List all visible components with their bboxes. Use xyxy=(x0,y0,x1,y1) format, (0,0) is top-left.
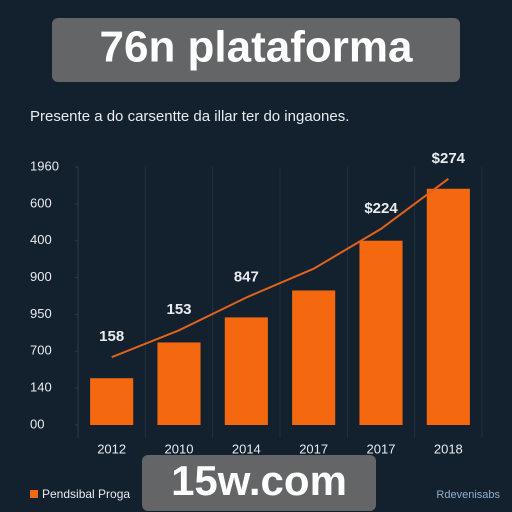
annotation: 158 xyxy=(99,328,124,345)
y-tick-label: 140 xyxy=(30,380,52,395)
y-tick-label: 900 xyxy=(30,269,52,284)
y-tick-label: 600 xyxy=(30,195,52,210)
y-tick-label: 950 xyxy=(30,306,52,321)
bar xyxy=(292,290,336,425)
bar xyxy=(224,317,268,425)
legend-swatch xyxy=(30,490,38,498)
y-tick-label: 400 xyxy=(30,232,52,247)
bar xyxy=(157,342,201,425)
bar xyxy=(90,378,134,425)
x-tick-label: 2010 xyxy=(165,441,194,456)
legend-label: Pendsibal Proga xyxy=(42,487,130,501)
y-tick-label: 00 xyxy=(30,416,44,431)
bar xyxy=(426,188,470,425)
annotation: $224 xyxy=(364,200,398,217)
watermark: 15w.com xyxy=(171,457,347,504)
x-tick-label: 2018 xyxy=(434,441,463,456)
x-tick-label: 2014 xyxy=(232,441,261,456)
x-tick-label: 2012 xyxy=(97,441,126,456)
x-tick-label: 2017 xyxy=(367,441,396,456)
watermark-box xyxy=(142,455,376,511)
bar xyxy=(359,240,403,425)
chart-subtitle: Presente a do carsentte da illar ter do … xyxy=(30,108,349,125)
title-box xyxy=(52,18,460,82)
y-tick-label: 700 xyxy=(30,343,52,358)
chart-title: 76n plataforma xyxy=(100,23,414,72)
trend-line xyxy=(111,177,449,359)
annotation: $274 xyxy=(432,150,466,167)
y-tick-label: 1960 xyxy=(30,158,59,173)
legend-label: Rdevenisabs xyxy=(436,489,500,501)
x-tick-label: 2017 xyxy=(299,441,328,456)
annotation: 847 xyxy=(234,268,259,285)
annotation: 153 xyxy=(166,301,191,318)
